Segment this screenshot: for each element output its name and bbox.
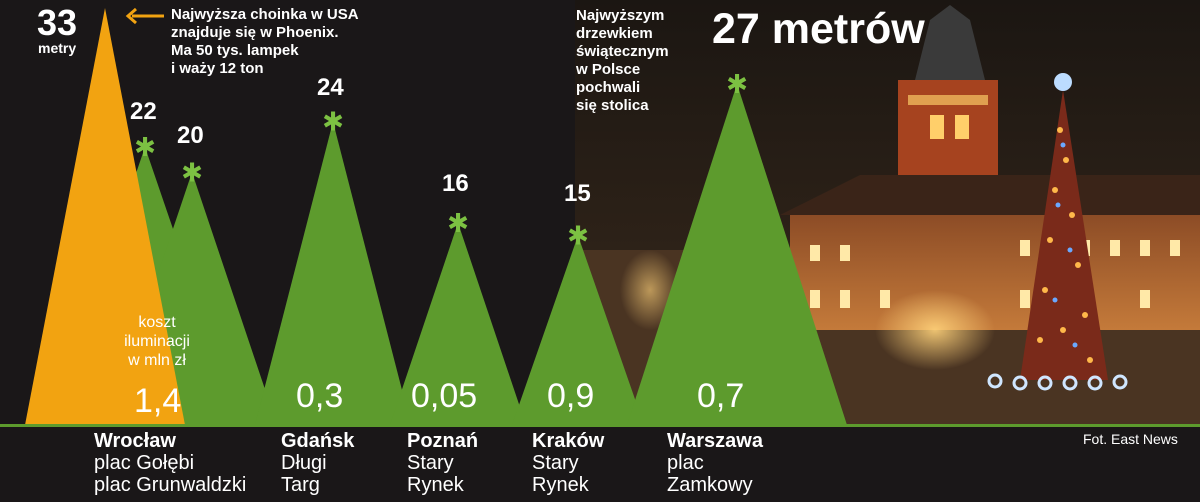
- star-icon: ✱: [726, 70, 748, 100]
- city-place: Stary Rynek: [532, 452, 589, 496]
- height-label-wroclaw-2: 20: [177, 122, 204, 149]
- star-icon: ✱: [134, 133, 156, 163]
- tree-peak-krak-w: [512, 235, 644, 425]
- star-icon: ✱: [181, 158, 203, 188]
- city-name: Gdańsk: [281, 430, 355, 452]
- star-icon: ✱: [567, 221, 589, 251]
- photo-credit: Fot. East News: [1083, 431, 1178, 447]
- height-label-krakow: 15: [564, 180, 591, 207]
- cost-value-gdansk: 0,3: [296, 377, 344, 415]
- warsaw-note: Najwyższym drzewkiem świątecznym w Polsc…: [576, 7, 669, 114]
- usa-note: Najwyższa choinka w USA znajduje się w P…: [171, 6, 359, 77]
- city-place: plac Gołębi plac Grunwaldzki: [94, 452, 247, 496]
- star-icon: ✱: [322, 108, 344, 138]
- usa-height-unit: metry: [38, 40, 77, 56]
- tree-peak-gda-sk: [255, 121, 411, 426]
- warsaw-height-label: 27 metrów: [712, 5, 925, 53]
- tree-peak-usa: [25, 8, 185, 425]
- cost-value-warszawa: 0,7: [697, 377, 745, 415]
- city-label-gdansk: Gdańsk Długi Targ: [281, 430, 354, 496]
- cost-legend-label: koszt iluminacji w mln zł: [124, 314, 190, 369]
- cost-value-wroclaw: 1,4: [134, 382, 182, 420]
- city-label-krakow: Kraków Stary Rynek: [532, 430, 604, 496]
- city-name: Warszawa: [667, 430, 763, 452]
- city-label-wroclaw: Wrocław plac Gołębi plac Grunwaldzki: [94, 430, 246, 496]
- usa-height-value: 33: [37, 2, 78, 43]
- city-label-warszawa: Warszawa plac Zamkowy: [667, 430, 763, 496]
- baseline: [0, 424, 1200, 427]
- city-name: Wrocław: [94, 430, 176, 452]
- tree-peak-pozna-: [390, 222, 526, 425]
- star-icon: ✱: [447, 209, 469, 239]
- city-name: Poznań: [407, 430, 479, 452]
- city-place: plac Zamkowy: [667, 452, 753, 496]
- height-label-poznan: 16: [442, 170, 469, 197]
- city-place: Stary Rynek: [407, 452, 464, 496]
- height-label-wroclaw-1: 22: [130, 98, 157, 125]
- tree-peak-warszawa: [627, 83, 847, 426]
- height-label-gdansk: 24: [317, 74, 344, 101]
- peak-stars: ✱ ✱ ✱ ✱ ✱ ✱: [134, 70, 748, 252]
- city-name: Kraków: [532, 430, 605, 452]
- city-place: Długi Targ: [281, 452, 327, 496]
- tree-peaks: [25, 8, 847, 426]
- city-label-poznan: Poznań Stary Rynek: [407, 430, 478, 496]
- arrow-left-icon: [125, 7, 164, 25]
- cost-value-krakow: 0,9: [547, 377, 595, 415]
- cost-value-poznan: 0,05: [411, 377, 478, 415]
- castle-photo: [575, 0, 1200, 425]
